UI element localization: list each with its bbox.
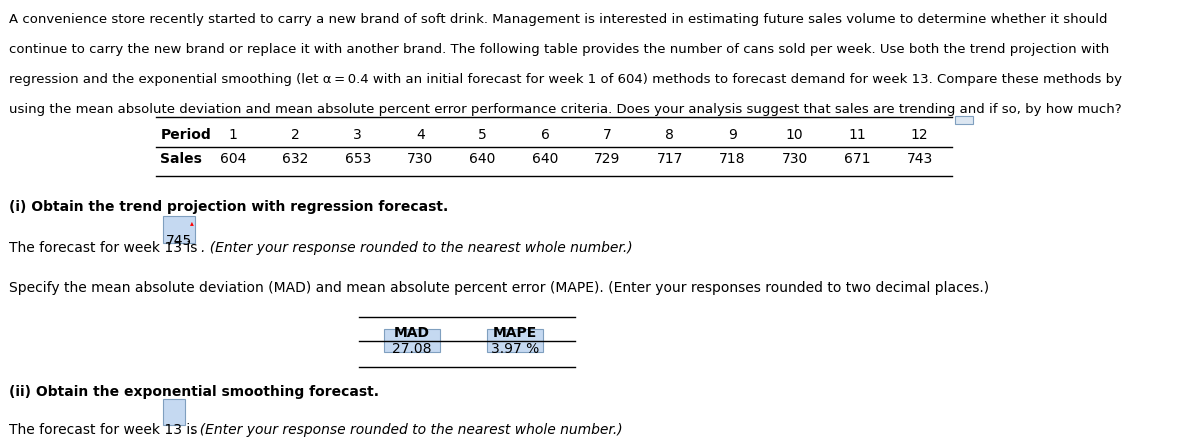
Text: 12: 12 <box>911 128 929 142</box>
Text: 27.08: 27.08 <box>392 342 432 357</box>
Text: A convenience store recently started to carry a new brand of soft drink. Managem: A convenience store recently started to … <box>10 13 1108 26</box>
FancyBboxPatch shape <box>163 216 196 243</box>
Text: 7: 7 <box>604 128 612 142</box>
Text: 745: 745 <box>166 234 192 248</box>
Text: 717: 717 <box>656 152 683 167</box>
FancyBboxPatch shape <box>487 329 544 352</box>
Text: 5: 5 <box>479 128 487 142</box>
Text: 632: 632 <box>282 152 308 167</box>
FancyBboxPatch shape <box>384 329 440 352</box>
Text: 11: 11 <box>848 128 866 142</box>
Text: 10: 10 <box>786 128 804 142</box>
Text: continue to carry the new brand or replace it with another brand. The following : continue to carry the new brand or repla… <box>10 43 1110 56</box>
Text: ▴: ▴ <box>191 218 194 227</box>
Text: 6: 6 <box>541 128 550 142</box>
Text: 9: 9 <box>728 128 737 142</box>
Text: 3: 3 <box>354 128 362 142</box>
FancyBboxPatch shape <box>163 400 185 425</box>
Text: 730: 730 <box>781 152 808 167</box>
Text: MAD: MAD <box>394 327 430 340</box>
Text: 2: 2 <box>290 128 300 142</box>
Text: (i) Obtain the trend projection with regression forecast.: (i) Obtain the trend projection with reg… <box>10 199 449 214</box>
Text: The forecast for week 13 is: The forecast for week 13 is <box>10 241 202 255</box>
Text: 718: 718 <box>719 152 745 167</box>
Text: MAPE: MAPE <box>493 327 536 340</box>
Text: . (Enter your response rounded to the nearest whole number.): . (Enter your response rounded to the ne… <box>191 423 623 437</box>
Text: Specify the mean absolute deviation (MAD) and mean absolute percent error (MAPE): Specify the mean absolute deviation (MAD… <box>10 281 990 295</box>
Text: 640: 640 <box>469 152 496 167</box>
Text: (ii) Obtain the exponential smoothing forecast.: (ii) Obtain the exponential smoothing fo… <box>10 385 379 399</box>
Text: 730: 730 <box>407 152 433 167</box>
Text: 1: 1 <box>228 128 238 142</box>
Text: 729: 729 <box>594 152 620 167</box>
Text: regression and the exponential smoothing (let α = 0.4 with an initial forecast f: regression and the exponential smoothing… <box>10 73 1122 86</box>
Text: 671: 671 <box>844 152 870 167</box>
Text: 743: 743 <box>906 152 932 167</box>
FancyBboxPatch shape <box>955 116 973 124</box>
Text: 8: 8 <box>666 128 674 142</box>
Text: 604: 604 <box>220 152 246 167</box>
Text: 3.97 %: 3.97 % <box>491 342 539 357</box>
Text: 4: 4 <box>416 128 425 142</box>
Text: . (Enter your response rounded to the nearest whole number.): . (Enter your response rounded to the ne… <box>202 241 632 255</box>
Text: 653: 653 <box>344 152 371 167</box>
Text: The forecast for week 13 is: The forecast for week 13 is <box>10 423 202 437</box>
Text: 640: 640 <box>532 152 558 167</box>
Text: Sales: Sales <box>161 152 203 167</box>
Text: using the mean absolute deviation and mean absolute percent error performance cr: using the mean absolute deviation and me… <box>10 103 1122 116</box>
Text: Period: Period <box>161 128 211 142</box>
